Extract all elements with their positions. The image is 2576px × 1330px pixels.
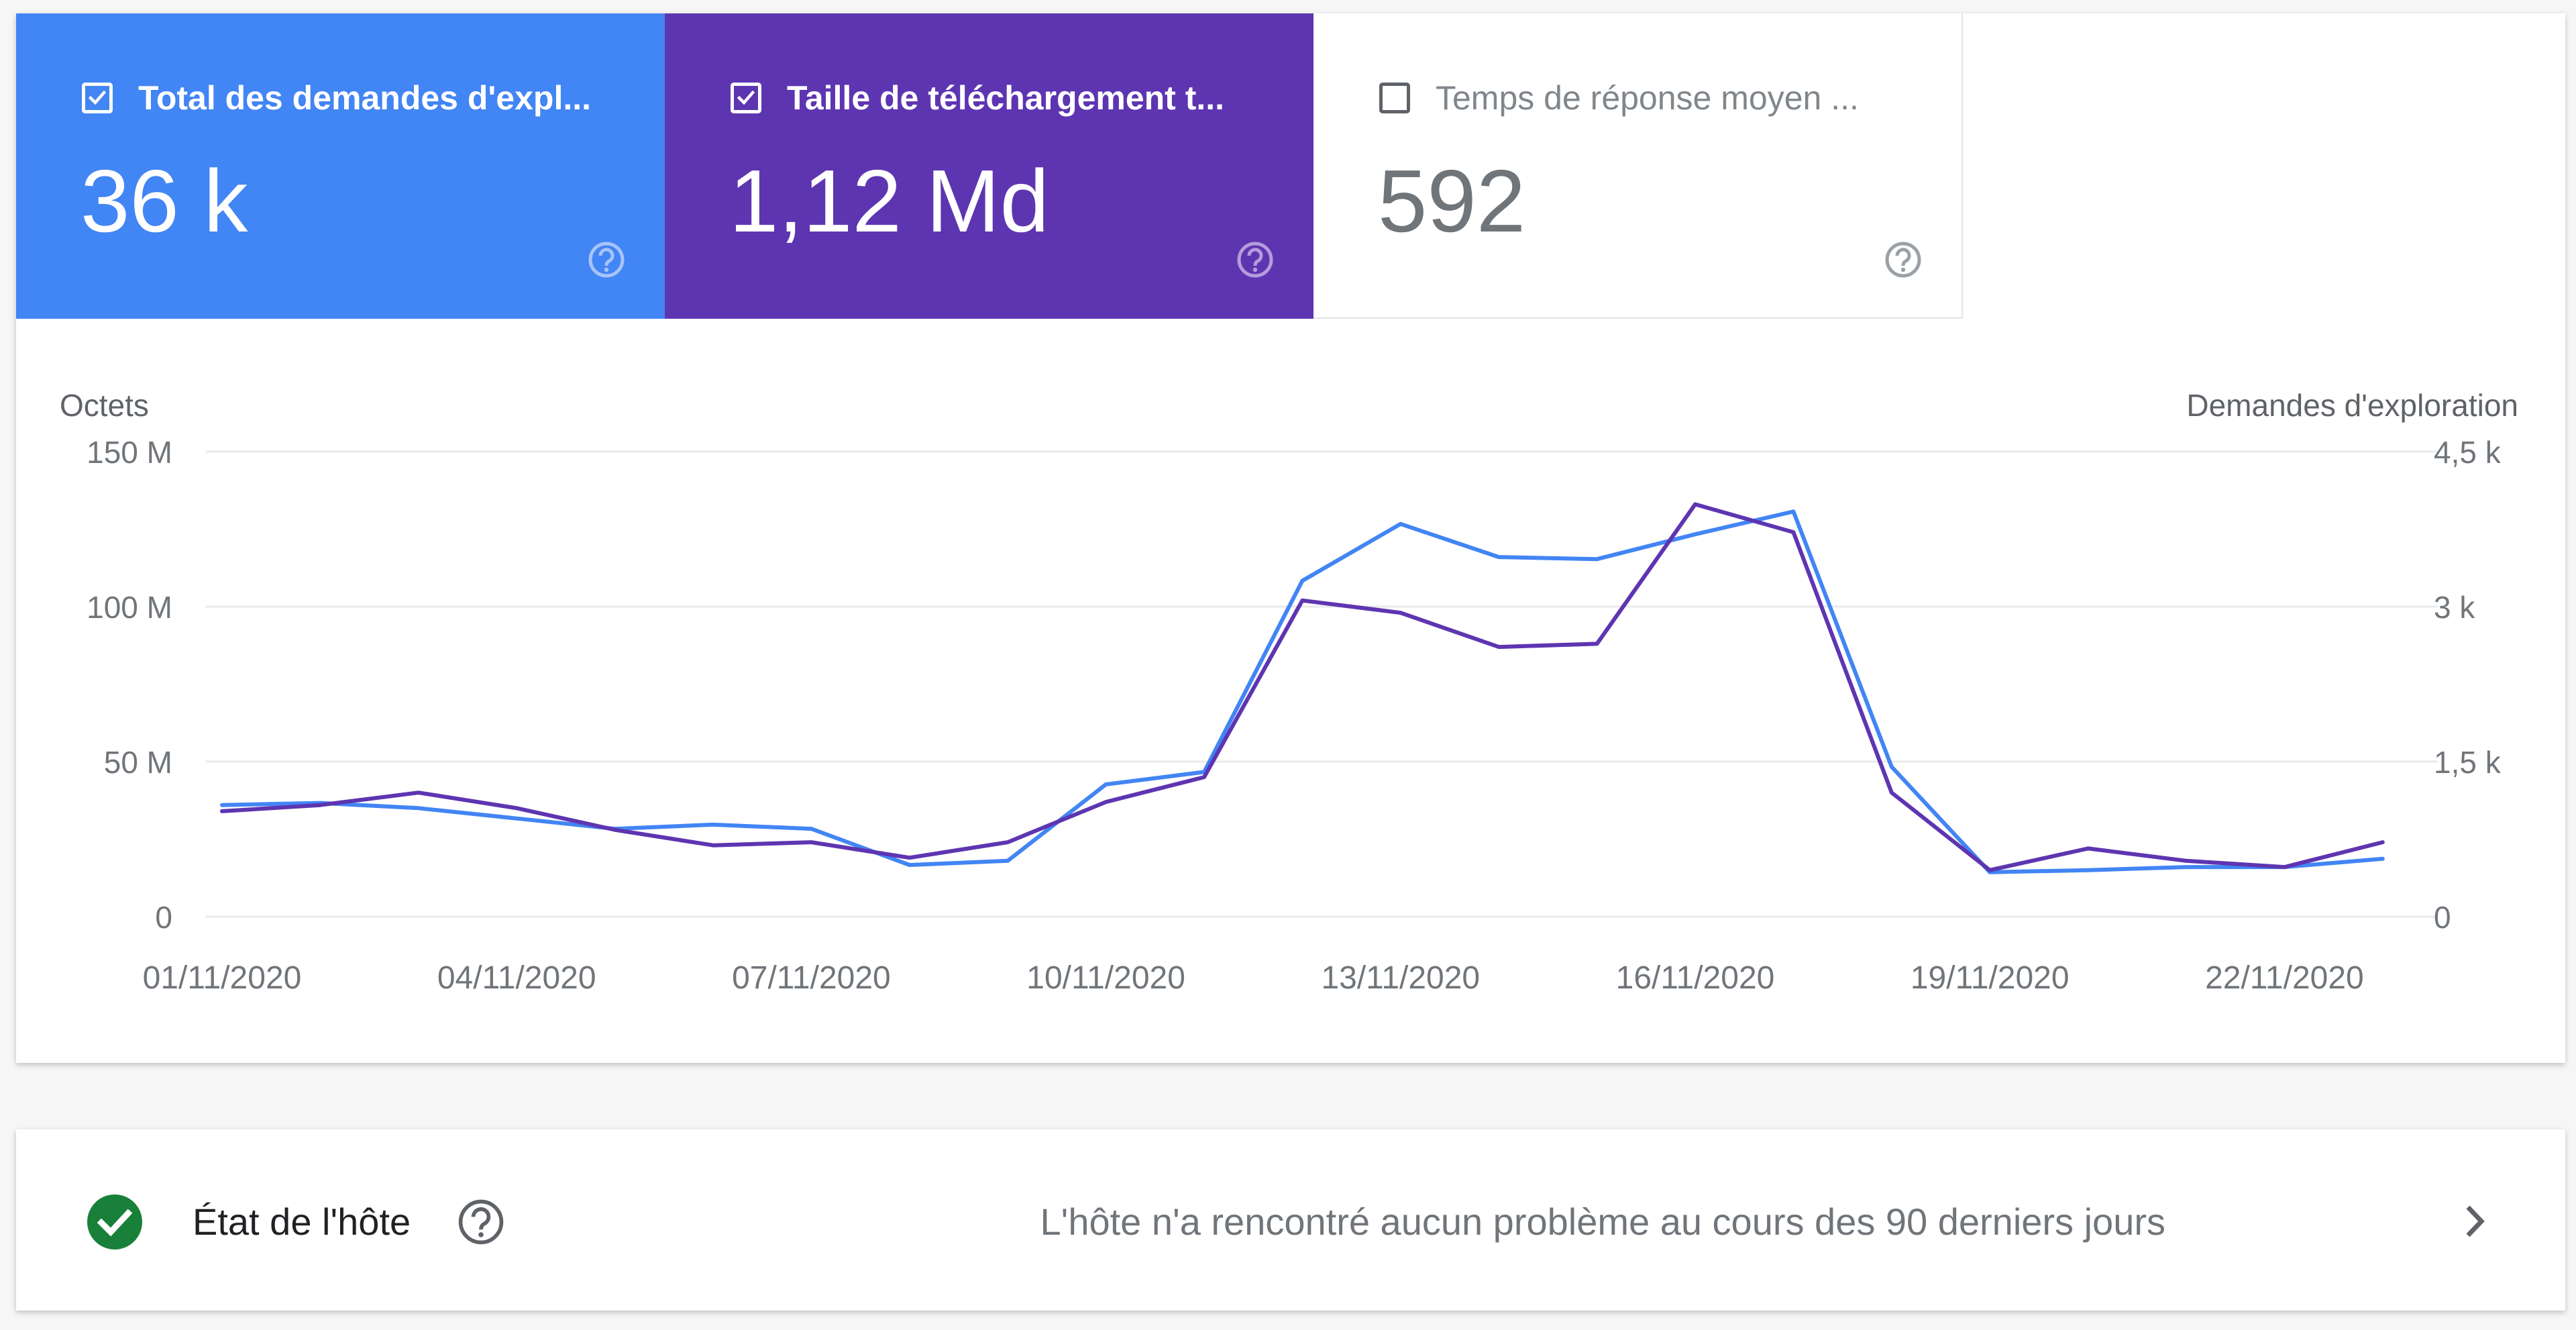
help-icon[interactable] [1883,240,1923,280]
crawl-stats-card: Total des demandes d'expl... 36 k Taille… [16,13,2565,1063]
right-axis-tick-label: 1,5 k [2434,745,2502,780]
left-axis-tick-label: 150 M [87,435,172,470]
x-axis-tick-label: 16/11/2020 [1616,960,1775,996]
right-axis-title: Demandes d'exploration [2186,388,2518,423]
checkmark-icon [737,90,755,105]
help-icon[interactable] [586,240,627,280]
left-axis-tick-label: 50 M [104,745,172,780]
left-axis-tick-label: 0 [155,900,172,935]
tile-total-download-size[interactable]: Taille de téléchargement t... 1,12 Md [665,13,1313,319]
right-axis-tick-label: 0 [2434,900,2451,935]
tile-value: 1,12 Md [729,152,1049,250]
checkbox-total-crawl-requests[interactable] [82,83,113,113]
host-status-row[interactable]: État de l'hôte L'hôte n'a rencontré aucu… [16,1129,2565,1311]
checkbox-total-download-size[interactable] [731,83,761,113]
tile-value: 36 k [80,152,248,250]
right-axis-tick-label: 4,5 k [2434,435,2502,470]
x-axis-tick-label: 04/11/2020 [437,960,596,996]
x-axis-tick-label: 22/11/2020 [2205,960,2364,996]
help-icon[interactable] [1235,240,1275,280]
tile-total-crawl-requests[interactable]: Total des demandes d'expl... 36 k [16,13,665,319]
x-axis-tick-label: 07/11/2020 [732,960,891,996]
x-axis-tick-label: 13/11/2020 [1321,960,1480,996]
left-axis-tick-label: 100 M [87,590,172,625]
crawl-stats-chart: 0 0 50 M 1,5 k 100 M 3 k 150 M 4,5 k Octets Deman… [60,388,2518,996]
right-axis-tick-label: 3 k [2434,590,2475,625]
x-axis-tick-label: 01/11/2020 [143,960,302,996]
check-circle-icon [87,1194,142,1249]
x-axis-tick-label: 10/11/2020 [1026,960,1185,996]
series-line-1 [220,502,2385,872]
checkmark-icon [88,90,107,105]
tile-average-response-time[interactable]: Temps de réponse moyen ... 592 [1313,13,1963,319]
tile-value: 592 [1378,152,1526,250]
host-status-title: État de l'hôte [193,1200,411,1243]
checkbox-average-response-time[interactable] [1379,83,1410,113]
host-status-message: L'hôte n'a rencontré aucun problème au c… [1040,1200,2165,1243]
help-icon[interactable] [455,1196,506,1247]
series-line-0 [220,509,2385,874]
chevron-right-icon[interactable] [2451,1198,2498,1245]
x-axis-tick-label: 19/11/2020 [1911,960,2070,996]
left-axis-title: Octets [60,388,149,423]
